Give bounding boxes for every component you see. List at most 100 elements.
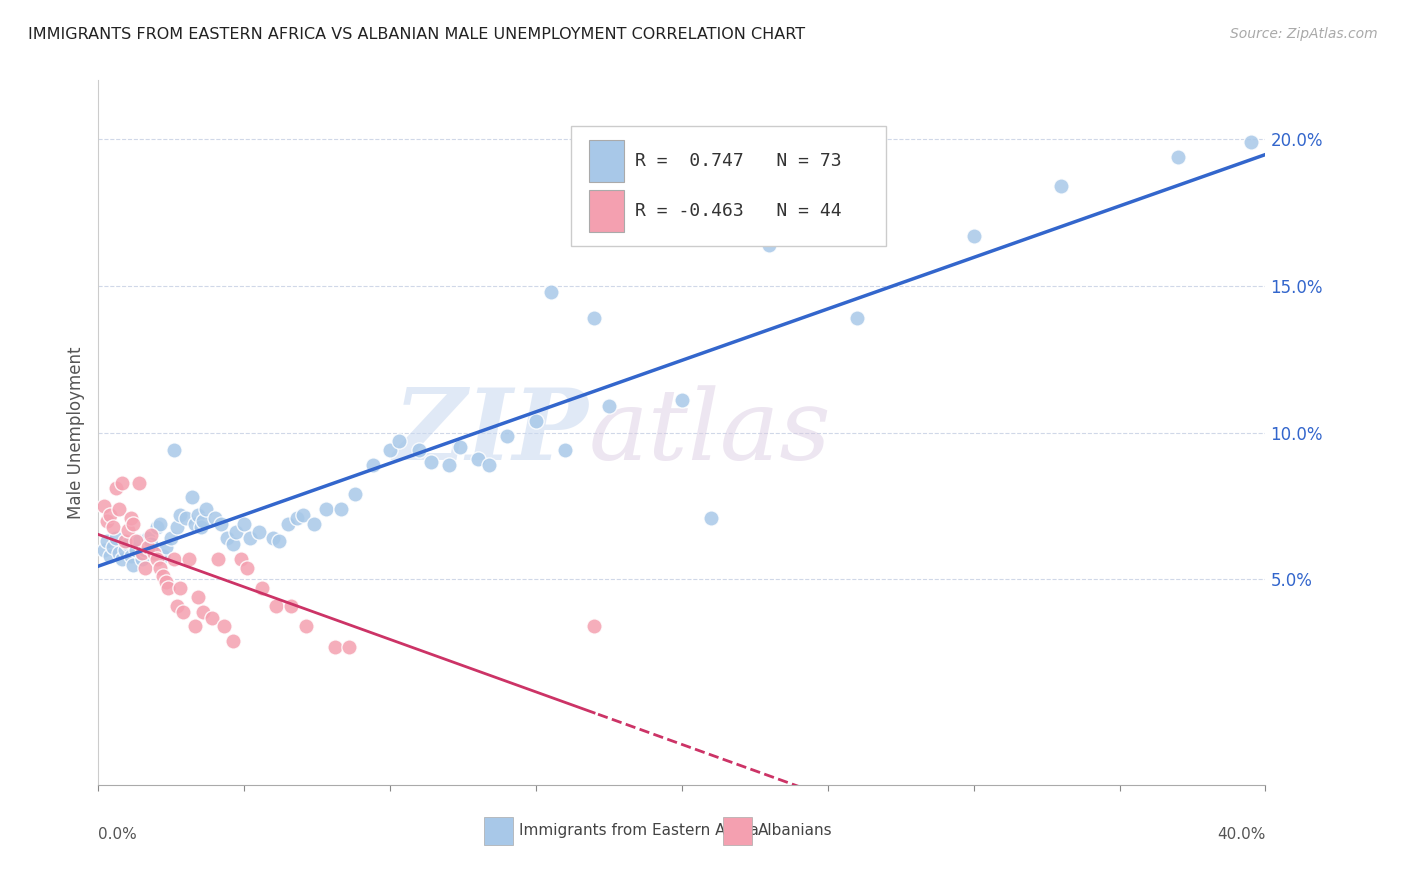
Point [174, 510, 197, 524]
Point [195, 502, 218, 516]
Point [671, 393, 693, 408]
Point [120, 510, 142, 524]
Point [177, 552, 200, 566]
Point [291, 508, 314, 522]
Point [233, 516, 256, 531]
Point [128, 475, 150, 490]
Point [540, 285, 562, 299]
Point [104, 482, 127, 496]
Point [187, 590, 209, 604]
Point [104, 532, 127, 546]
Point [142, 546, 165, 560]
Point [108, 546, 131, 560]
Y-axis label: Male Unemployment: Male Unemployment [66, 346, 84, 519]
Bar [484, 817, 513, 845]
Point [437, 458, 460, 472]
Point [323, 640, 346, 654]
Point [122, 516, 145, 531]
Point [212, 619, 235, 633]
Point [449, 440, 471, 454]
Point [496, 428, 519, 442]
Point [420, 455, 443, 469]
Point [207, 552, 229, 566]
Text: Immigrants from Eastern Africa: Immigrants from Eastern Africa [519, 823, 758, 838]
Point [221, 537, 243, 551]
Point [266, 599, 288, 613]
Point [329, 502, 352, 516]
Point [236, 560, 259, 574]
Point [136, 540, 159, 554]
Point [114, 534, 136, 549]
Point [408, 443, 430, 458]
Point [598, 399, 620, 413]
Point [128, 534, 150, 549]
Point [155, 540, 177, 554]
Point [114, 543, 136, 558]
Point [125, 534, 148, 549]
Point [388, 434, 411, 449]
Point [134, 543, 156, 558]
Point [1240, 135, 1263, 149]
Point [96, 514, 118, 528]
Point [294, 619, 316, 633]
Point [277, 516, 299, 531]
Point [225, 525, 247, 540]
Point [101, 540, 124, 554]
Point [269, 534, 291, 549]
Bar [589, 189, 623, 232]
Point [215, 532, 238, 546]
Point [111, 552, 134, 566]
Text: Source: ZipAtlas.com: Source: ZipAtlas.com [1230, 27, 1378, 41]
Text: 0.0%: 0.0% [98, 827, 138, 842]
Point [478, 458, 501, 472]
Point [169, 508, 191, 522]
Text: 40.0%: 40.0% [1218, 827, 1265, 842]
Bar [589, 140, 623, 183]
Point [93, 499, 115, 513]
Point [247, 525, 270, 540]
Point [163, 443, 186, 458]
Point [467, 452, 489, 467]
Point [193, 605, 215, 619]
Point [315, 502, 337, 516]
Point [524, 414, 547, 428]
Point [285, 510, 308, 524]
Point [262, 532, 284, 546]
Point [337, 640, 360, 654]
Point [98, 549, 121, 563]
Point [554, 443, 576, 458]
Point [131, 546, 153, 560]
Point [166, 599, 188, 613]
Point [155, 575, 177, 590]
Text: atlas: atlas [589, 385, 831, 480]
Point [152, 569, 174, 583]
Point [344, 487, 367, 501]
Point [120, 549, 142, 563]
Point [131, 552, 153, 566]
Point [93, 543, 115, 558]
Point [183, 619, 205, 633]
Point [96, 534, 118, 549]
Point [163, 552, 186, 566]
FancyBboxPatch shape [571, 126, 886, 246]
Point [239, 532, 262, 546]
Point [108, 502, 131, 516]
Point [221, 634, 243, 648]
Point [139, 528, 162, 542]
Point [700, 510, 723, 524]
Point [304, 516, 326, 531]
Point [1167, 150, 1189, 164]
Text: IMMIGRANTS FROM EASTERN AFRICA VS ALBANIAN MALE UNEMPLOYMENT CORRELATION CHART: IMMIGRANTS FROM EASTERN AFRICA VS ALBANI… [28, 27, 806, 42]
Point [146, 519, 169, 533]
Point [201, 610, 224, 624]
Text: ZIP: ZIP [394, 384, 589, 481]
Point [160, 532, 183, 546]
Text: R = -0.463   N = 44: R = -0.463 N = 44 [636, 202, 842, 219]
Point [183, 516, 205, 531]
Point [111, 475, 134, 490]
Point [1050, 178, 1073, 194]
Point [149, 560, 172, 574]
Point [139, 537, 162, 551]
Point [846, 311, 869, 326]
Point [962, 228, 984, 243]
